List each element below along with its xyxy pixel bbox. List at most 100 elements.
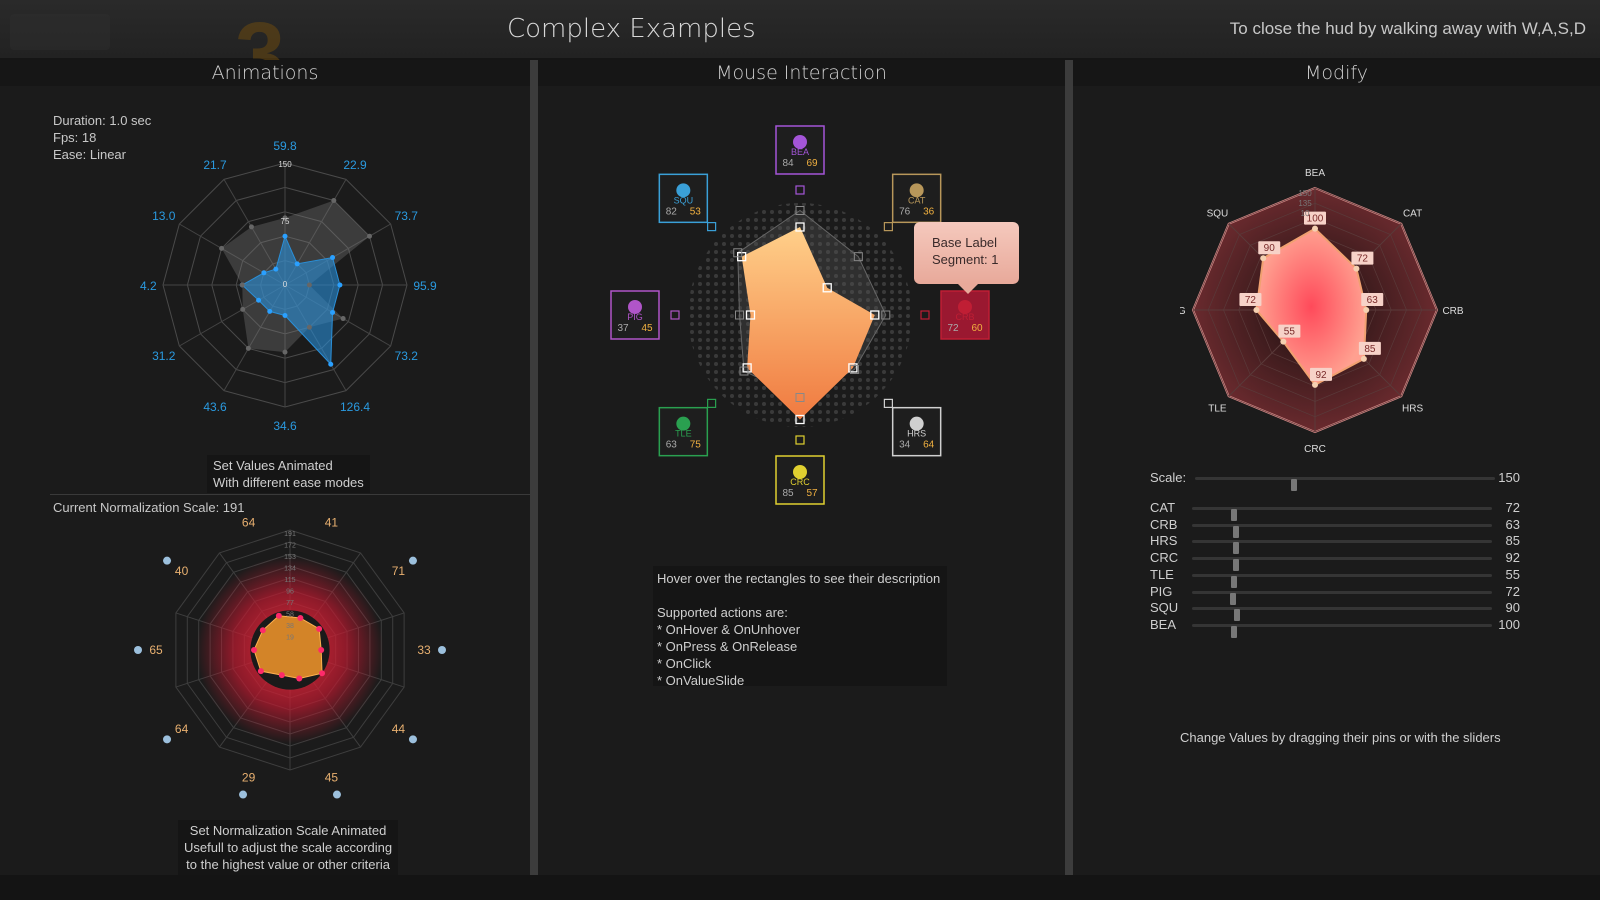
slider-thumb[interactable] bbox=[1232, 525, 1239, 538]
label-box bbox=[775, 455, 825, 505]
connector-pin bbox=[920, 310, 930, 320]
tick-label: 0 bbox=[283, 280, 288, 289]
slider-track[interactable] bbox=[1192, 540, 1492, 555]
pin-value: 72 bbox=[947, 323, 959, 334]
background-point bbox=[219, 245, 225, 251]
tick-label: 153 bbox=[284, 554, 296, 561]
tick-label: 150 bbox=[278, 160, 292, 169]
connector-pin bbox=[795, 185, 805, 195]
pin-value: 82 bbox=[666, 206, 678, 217]
value-pin bbox=[739, 366, 749, 376]
slider-pig[interactable]: PIG 72 bbox=[1150, 584, 1520, 605]
series-point bbox=[275, 612, 282, 619]
scale-track[interactable] bbox=[1195, 477, 1495, 491]
slider-track[interactable] bbox=[1192, 623, 1492, 638]
slider-track[interactable] bbox=[1192, 523, 1492, 538]
slider-squ[interactable]: SQU 90 bbox=[1150, 600, 1520, 622]
series-point bbox=[294, 261, 300, 267]
slider-label: BEA bbox=[1150, 616, 1177, 632]
value-pin bbox=[795, 206, 805, 215]
pin-label: BEA bbox=[791, 147, 809, 157]
scale-slider[interactable]: Scale: 150 bbox=[1150, 470, 1520, 491]
connector-pin bbox=[707, 398, 717, 408]
value-label-box bbox=[1351, 251, 1374, 265]
background-point bbox=[240, 306, 246, 312]
scale-thumb[interactable] bbox=[1291, 479, 1297, 491]
value-label: 90 bbox=[1264, 243, 1276, 254]
primary-series bbox=[741, 227, 875, 420]
value-label: 85 bbox=[1364, 344, 1376, 355]
slider-label: HRS bbox=[1150, 533, 1178, 549]
slider-tle[interactable]: TLE 55 bbox=[1150, 567, 1520, 588]
caption-line: to the highest value or other criteria bbox=[186, 857, 390, 872]
slider-track[interactable] bbox=[1192, 590, 1492, 605]
slider-thumb[interactable] bbox=[1231, 509, 1237, 521]
info-line: * OnValueSlide bbox=[657, 673, 745, 688]
connector-pin bbox=[883, 222, 893, 232]
animal-icon bbox=[628, 300, 642, 314]
axis-label: CAT bbox=[1403, 208, 1422, 219]
panel-divider bbox=[1065, 60, 1073, 875]
series-point bbox=[328, 361, 334, 367]
slider-crb[interactable]: CRB 63 bbox=[1150, 517, 1520, 538]
slider-track[interactable] bbox=[1192, 507, 1492, 521]
pin-label: CRB bbox=[955, 312, 974, 322]
slider-track[interactable] bbox=[1192, 557, 1492, 572]
slider-thumb[interactable] bbox=[1232, 542, 1239, 555]
value-pin bbox=[1363, 307, 1370, 313]
slider-bea[interactable]: BEA 100 bbox=[1150, 616, 1520, 638]
value-pin bbox=[795, 414, 805, 425]
pin-value: 85 bbox=[782, 488, 794, 499]
slider-thumb[interactable] bbox=[1231, 575, 1237, 588]
pin-value: 37 bbox=[617, 323, 629, 334]
label-box bbox=[658, 173, 709, 224]
slider-thumb[interactable] bbox=[1232, 559, 1239, 572]
series-point bbox=[337, 282, 343, 288]
mouse-info-box: Hover over the rectangles to see their d… bbox=[653, 566, 947, 688]
slider-cat[interactable]: CAT 72 bbox=[1150, 500, 1520, 521]
label-box bbox=[775, 125, 825, 175]
animal-icon bbox=[408, 556, 417, 565]
label-box bbox=[658, 406, 709, 457]
slider-thumb[interactable] bbox=[1234, 609, 1240, 622]
pin-value: 57 bbox=[806, 488, 818, 499]
slider-crc[interactable]: CRC 92 bbox=[1150, 550, 1520, 572]
axis-label: 54.2 bbox=[140, 279, 157, 293]
info-line: Hover over the rectangles to see their d… bbox=[657, 571, 941, 586]
slider-value: 85 bbox=[1505, 533, 1520, 549]
animal-icon bbox=[438, 646, 446, 654]
caption-line: With different ease modes bbox=[213, 475, 364, 490]
animal-icon bbox=[332, 790, 341, 799]
slider-thumb[interactable] bbox=[1231, 625, 1237, 638]
tick-label: 115 bbox=[284, 577, 295, 584]
value-pin bbox=[735, 310, 744, 320]
axis-label: 126.4 bbox=[340, 400, 370, 414]
value-pin bbox=[822, 283, 832, 293]
series-point bbox=[319, 670, 326, 677]
tick-label: 135 bbox=[1298, 199, 1312, 208]
slider-thumb[interactable] bbox=[1229, 592, 1236, 605]
value-pin bbox=[1253, 307, 1260, 313]
axis-label: 73.2 bbox=[395, 349, 419, 363]
modify-panel-title: Modify bbox=[1073, 60, 1600, 86]
axis-label: 34.6 bbox=[273, 419, 297, 433]
slider-hrs[interactable]: HRS 85 bbox=[1150, 533, 1520, 555]
axis-label: 13.0 bbox=[152, 209, 176, 223]
tick-label: 38 bbox=[286, 623, 294, 630]
slider-track[interactable] bbox=[1192, 573, 1492, 588]
back-button[interactable] bbox=[10, 14, 110, 50]
slider-track[interactable] bbox=[1192, 607, 1492, 622]
modify-radar-chart[interactable]: 100 72 63 85 92 55 72 90 BEA CAT CRB HRS CRC TLE PIG SQ… bbox=[1180, 165, 1490, 465]
tick-label: 77 bbox=[286, 600, 294, 607]
duration-label: Duration: 1.0 sec bbox=[53, 113, 152, 128]
value-label: 72 bbox=[1245, 295, 1257, 306]
